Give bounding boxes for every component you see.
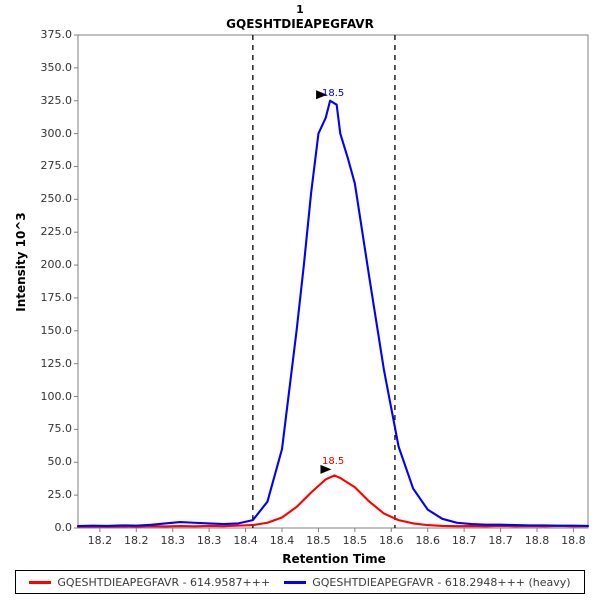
x-axis-label: Retention Time — [282, 552, 386, 566]
y-tick-label: 75.0 — [47, 422, 73, 436]
y-tick-label: 225.0 — [40, 225, 73, 239]
light-peak-annotation: 18.5 — [322, 456, 345, 467]
trace-light[interactable] — [76, 474, 590, 528]
y-tick-label: 375.0 — [40, 28, 73, 41]
y-axis-label: Intensity 10^3 — [14, 212, 28, 312]
x-tick-label: 18.7 — [451, 534, 477, 547]
legend-label-light: GQESHTDIEAPEGFAVR - 614.9587+++ — [57, 575, 271, 589]
y-tick-label: 325.0 — [40, 93, 73, 107]
x-tick-label: 18.2 — [124, 534, 149, 547]
y-tick-label: 275.0 — [40, 159, 73, 173]
x-tick-label: 18.5 — [342, 534, 368, 547]
legend-item-heavy[interactable]: GQESHTDIEAPEGFAVR - 618.2948+++ (heavy) — [284, 575, 571, 589]
x-tick-label: 18.2 — [87, 534, 113, 547]
x-tick-label: 18.6 — [415, 534, 440, 547]
legend-swatch-heavy — [284, 580, 307, 584]
y-tick-label: 100.0 — [40, 389, 73, 403]
y-tick-label: 200.0 — [40, 258, 73, 272]
y-tick-label: 25.0 — [47, 488, 73, 502]
y-tick-label: 175.0 — [40, 290, 73, 304]
legend-item-light[interactable]: GQESHTDIEAPEGFAVR - 614.9587+++ — [29, 576, 270, 589]
chart-legend: GQESHTDIEAPEGFAVR - 614.9587+++ GQESHTDI… — [15, 570, 585, 594]
trace-heavy[interactable] — [76, 99, 590, 528]
x-tick-label: 18.5 — [306, 534, 331, 547]
legend-swatch-light — [29, 580, 52, 584]
y-tick-label: 300.0 — [40, 126, 73, 140]
x-tick-label: 18.7 — [488, 534, 513, 547]
y-tick-label: 250.0 — [40, 192, 73, 206]
chart-title-index: 1 — [296, 3, 304, 16]
chart-title-peptide: GQESHTDIEAPEGFAVR — [226, 17, 374, 31]
legend-label-heavy: GQESHTDIEAPEGFAVR - 618.2948+++ (heavy) — [312, 575, 571, 589]
x-tick-label: 18.8 — [561, 534, 586, 547]
heavy-apex-marker-icon — [316, 90, 328, 100]
x-tick-label: 18.3 — [160, 534, 185, 547]
chart-title-block: 1 GQESHTDIEAPEGFAVR — [0, 2, 600, 32]
y-tick-label: 125.0 — [40, 356, 73, 370]
y-axis-ticks: 0.0 25.0 50.0 75.0 100.0 125.0 150.0 175.0 200.0… — [8, 0, 73, 600]
x-tick-label: 18.4 — [269, 534, 295, 547]
x-tick-label: 18.3 — [196, 534, 222, 547]
y-tick-label: 50.0 — [47, 455, 73, 469]
heavy-peak-annotation: 18.5 — [322, 88, 345, 99]
x-tick-label: 18.8 — [524, 534, 550, 547]
y-tick-label: 350.0 — [40, 60, 73, 74]
y-tick-label: 0.0 — [54, 521, 73, 534]
y-tick-label: 150.0 — [40, 323, 73, 337]
light-apex-marker-icon — [320, 464, 332, 474]
x-tick-label: 18.4 — [233, 534, 258, 547]
x-tick-label: 18.6 — [379, 534, 404, 547]
